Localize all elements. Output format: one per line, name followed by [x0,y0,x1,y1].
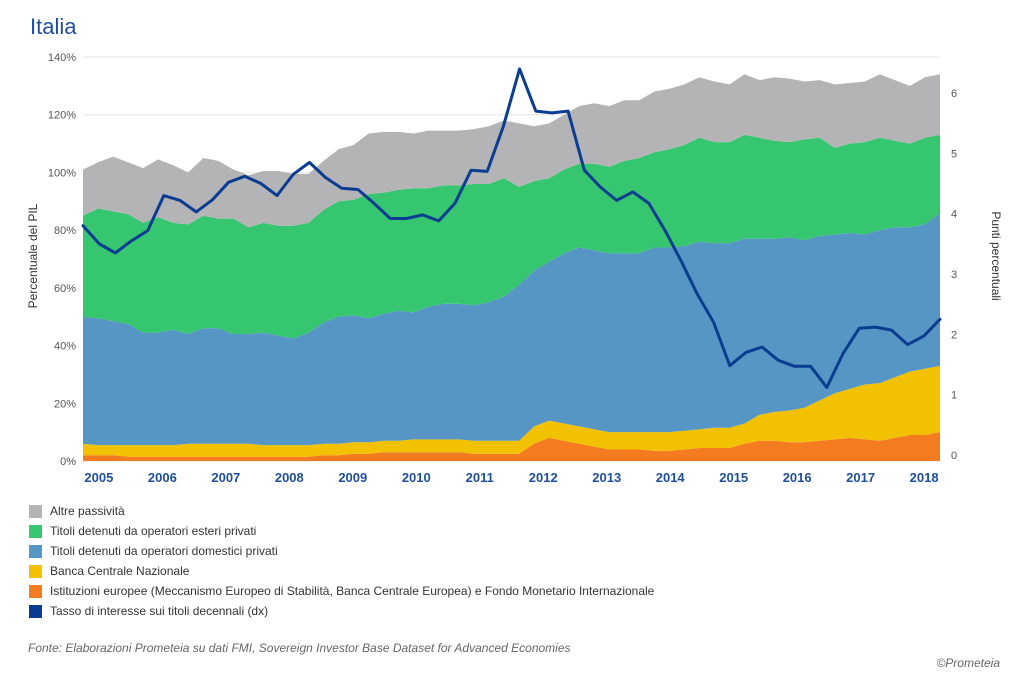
x-tick-label: 2015 [719,470,748,485]
legend-item: Titoli detenuti da operatori esteri priv… [29,521,654,541]
legend-item: Banca Centrale Nazionale [29,561,654,581]
legend-swatch [29,604,42,618]
y-axis-title-left: Percentuale del PIL [26,203,40,308]
y-tick-right: 5 [951,148,957,160]
x-tick-label: 2010 [402,470,431,485]
legend-swatch [29,564,42,578]
line-series-interest-rate [81,67,942,389]
legend-item: Altre passività [29,501,654,521]
legend-swatch [29,544,42,558]
x-tick-label: 2009 [338,470,367,485]
area-series-0 [83,432,940,461]
x-tick-label: 2013 [592,470,621,485]
legend-swatch [29,524,42,538]
legend-swatch [29,504,42,518]
y-axis-title-right: Punti percentuali [989,211,1003,300]
copyright: ©Prometeia [936,656,1000,670]
y-tick-right: 2 [951,329,957,341]
x-tick-label: 2016 [783,470,812,485]
x-tick-label: 2014 [656,470,686,485]
y-tick-left: 120% [48,110,76,122]
x-tick-label: 2011 [466,470,494,485]
area-series-1 [83,365,940,457]
area-series-4 [83,74,940,228]
x-tick-label: 2017 [846,470,875,485]
x-tick-label: 2018 [910,470,939,485]
area-series-2 [83,212,940,446]
y-tick-right: 0 [951,450,957,462]
y-tick-left: 140% [48,52,76,64]
legend-label: Tasso di interesse sui titoli decennali … [50,604,269,618]
y-tick-left: 80% [54,225,76,237]
x-tick-label: 2007 [211,470,240,485]
legend-item: Istituzioni europee (Meccanismo Europeo … [29,581,654,601]
y-tick-left: 0% [60,456,76,468]
legend-label: Titoli detenuti da operatori esteri priv… [50,524,257,538]
y-tick-left: 40% [54,341,76,353]
x-tick-label: 2012 [529,470,558,485]
y-tick-right: 3 [951,269,957,281]
legend: Altre passività Titoli detenuti da operat… [29,501,654,621]
x-tick-label: 2005 [84,470,113,485]
legend-label: Titoli detenuti da operatori domestici p… [50,544,278,558]
area-series-3 [83,134,940,339]
source-note: Fonte: Elaborazioni Prometeia su dati FM… [28,641,571,655]
legend-label: Altre passività [50,504,125,518]
legend-label: Banca Centrale Nazionale [50,564,190,578]
legend-swatch [29,584,42,598]
y-tick-right: 4 [951,209,957,221]
x-tick-label: 2008 [275,470,304,485]
y-tick-left: 60% [54,283,76,295]
y-tick-left: 100% [48,167,76,179]
y-tick-right: 1 [951,390,957,402]
chart-title: Italia [30,14,77,39]
legend-label: Istituzioni europee (Meccanismo Europeo … [50,584,655,598]
legend-item: Tasso di interesse sui titoli decennali … [29,601,654,621]
x-tick-label: 2006 [148,470,177,485]
legend-item: Titoli detenuti da operatori domestici p… [29,541,654,561]
y-tick-left: 20% [54,398,76,410]
y-tick-right: 6 [951,88,957,100]
chart-svg: 0% 20% 40% 60% 80% 100% 120% 140% 0 1 2 3 4 5 6 Percent… [26,52,1003,485]
